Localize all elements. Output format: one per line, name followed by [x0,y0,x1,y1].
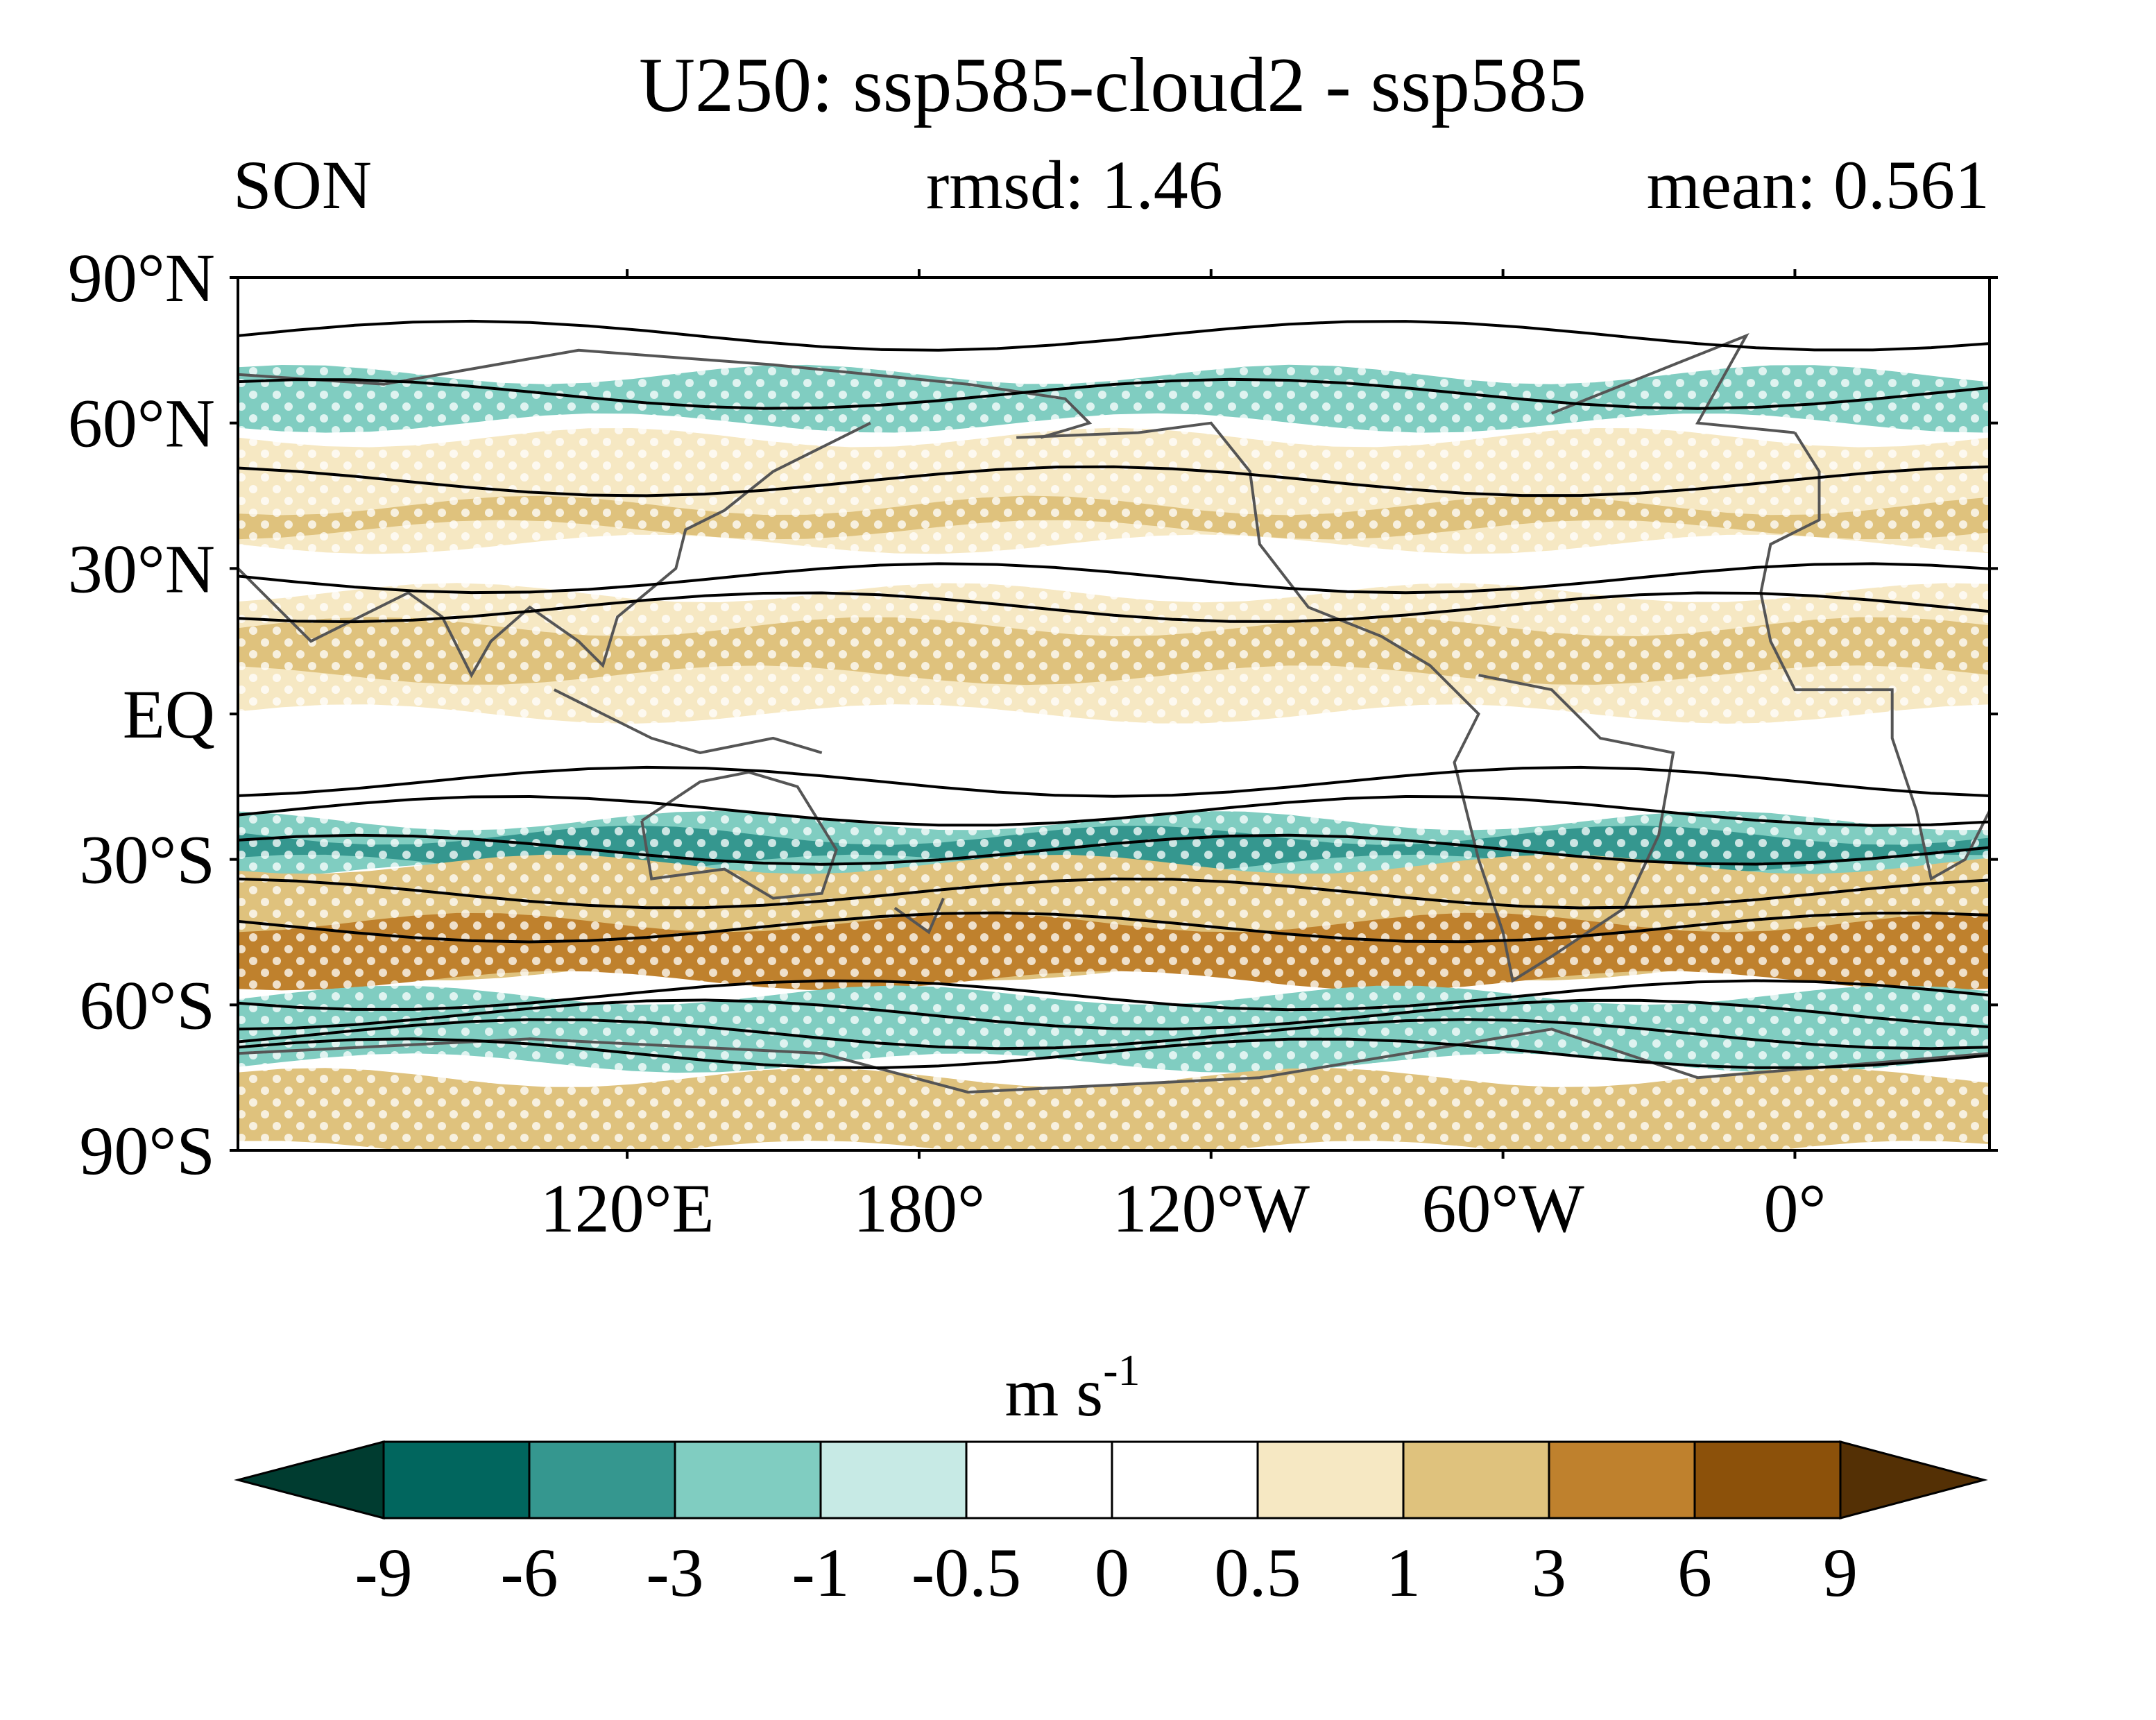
colorbar-label: -6 [500,1534,558,1611]
contour-lines [238,319,1990,1070]
colorbar-label: 3 [1532,1534,1566,1611]
lon-tick-label: 120°W [1113,1170,1310,1247]
chart-title: U250: ssp585-cloud2 - ssp585 [639,42,1586,128]
lat-tick-label: 30°S [79,821,215,899]
coastline [238,421,871,679]
units-label: m s-1 [1004,1345,1140,1431]
lat-axis: 90°N 60°N 30°N EQ 30°S 60°S 90°S [68,239,1998,1189]
coastline [1016,421,1455,691]
contour-line [238,911,1990,944]
colorbar-label: -9 [354,1534,412,1611]
contour-line [238,794,1990,827]
rmsd-label: rmsd: 1.46 [926,146,1223,223]
colorbar-segment [1402,1440,1550,1519]
colorbar-label: -0.5 [912,1534,1021,1611]
colorbar-segment [1693,1440,1842,1519]
contour-line [238,877,1990,910]
colorbar-segment [965,1440,1113,1519]
mean-label: mean: 0.561 [1647,146,1990,223]
lat-tick-label: 60°N [68,385,215,462]
colorbar-label: 0.5 [1215,1534,1301,1611]
colorbar-label: 0 [1095,1534,1129,1611]
colorbar-segment [1111,1440,1259,1519]
lat-tick-label: 60°S [79,967,215,1044]
contour-line [238,979,1990,1012]
coastlines [238,332,1990,1094]
coastline [1453,674,1675,983]
colorbar: -9 -6 -3 -1 -0.5 0 0.5 1 3 6 9 [234,1440,1988,1611]
lon-axis: 120°E 180° 120°W 60°W 0° [540,269,1826,1247]
contour-line [238,998,1990,1031]
coastline [1551,332,1795,434]
colorbar-segment [528,1440,676,1519]
units-superscript: -1 [1103,1345,1140,1395]
lat-tick-label: EQ [123,676,215,753]
map-panel [238,278,1990,1150]
coastline [238,348,1093,439]
contour-line [238,465,1990,497]
contour-line [238,591,1990,624]
colorbar-label: 6 [1677,1534,1712,1611]
lon-tick-label: 180° [853,1170,985,1247]
season-label: SON [233,146,372,223]
lat-tick-label: 30°N [68,530,215,607]
colorbar-segment [1548,1440,1696,1519]
colorbar-label: -3 [646,1534,703,1611]
colorbar-segment [382,1440,531,1519]
lon-tick-label: 0° [1763,1170,1826,1247]
colorbar-segment [1256,1440,1405,1519]
contour-line [238,1037,1990,1070]
contour-line [238,833,1990,866]
contour-line [238,377,1990,410]
lat-tick-label: 90°N [68,239,215,316]
lon-tick-label: 60°W [1421,1170,1584,1247]
contour-line [238,562,1990,595]
coastline [1759,432,1990,881]
coastline [238,1028,1990,1094]
colorbar-arrow-low [234,1440,385,1519]
contour-line [238,765,1990,798]
colorbar-segment [819,1440,968,1519]
contour-line [238,319,1990,352]
colorbar-label: -1 [792,1534,849,1611]
coastline [640,770,838,900]
colorbar-arrow-high [1839,1440,1988,1519]
coastline [554,688,823,754]
colorbar-label: 1 [1386,1534,1421,1611]
lat-tick-label: 90°S [79,1112,215,1189]
colorbar-segment [674,1440,822,1519]
colorbar-label: 9 [1823,1534,1858,1611]
lon-tick-label: 120°E [540,1170,715,1247]
contour-line [238,1018,1990,1050]
units-text: m s [1004,1354,1103,1431]
